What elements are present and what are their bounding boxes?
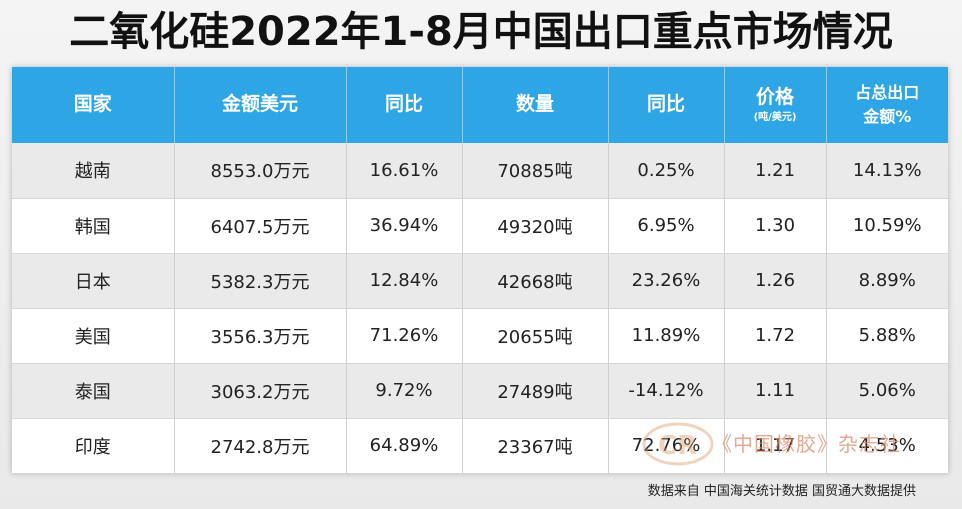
cell-quantity: 49320吨 bbox=[462, 198, 609, 254]
cell-quantity: 27489吨 bbox=[462, 363, 609, 419]
cell-amount-yoy: 12.84% bbox=[346, 253, 463, 309]
cell-country: 印度 bbox=[12, 418, 175, 474]
cell-quantity: 20655吨 bbox=[462, 308, 609, 364]
cell-country: 越南 bbox=[12, 143, 175, 199]
cell-amount-yoy: 36.94% bbox=[346, 198, 463, 254]
table-row: 越南 8553.0万元 16.61% 70885吨 0.25% 1.21 14.13% bbox=[12, 143, 948, 199]
cell-country: 泰国 bbox=[12, 363, 175, 419]
cell-share: 8.89% bbox=[826, 253, 948, 309]
header-amount: 金额美元 bbox=[174, 67, 347, 143]
cell-amount-yoy: 64.89% bbox=[346, 418, 463, 474]
data-table-container: 国家 金额美元 同比 数量 同比 价格 (吨/美元) 占总出口 金额% 越南 85… bbox=[12, 67, 948, 474]
table-body: 越南 8553.0万元 16.61% 70885吨 0.25% 1.21 14.13% 韩国 6… bbox=[12, 143, 948, 474]
cell-amount: 3556.3万元 bbox=[174, 308, 347, 364]
cell-price: 1.72 bbox=[724, 308, 827, 364]
cell-share: 5.88% bbox=[826, 308, 948, 364]
cell-price: 1.26 bbox=[724, 253, 827, 309]
cell-share: 10.59% bbox=[826, 198, 948, 254]
cell-quantity-yoy: -14.12% bbox=[608, 363, 725, 419]
cell-country: 日本 bbox=[12, 253, 175, 309]
cell-quantity: 42668吨 bbox=[462, 253, 609, 309]
source-note: 数据来自 中国海关统计数据 国贸通大数据提供 bbox=[647, 484, 916, 499]
cell-quantity: 23367吨 bbox=[462, 418, 609, 474]
cell-quantity-yoy: 72.76% bbox=[608, 418, 725, 474]
cell-amount: 2742.8万元 bbox=[174, 418, 347, 474]
table-row: 印度 2742.8万元 64.89% 23367吨 72.76% 1.17 4.53% bbox=[12, 418, 948, 474]
cell-price: 1.21 bbox=[724, 143, 827, 199]
page-title: 二氧化硅2022年1-8月中国出口重点市场情况 bbox=[69, 9, 893, 55]
header-amount-yoy: 同比 bbox=[346, 67, 463, 143]
header-price-unit: (吨/美元) bbox=[753, 111, 797, 123]
cell-price: 1.17 bbox=[724, 418, 827, 474]
export-markets-table: 国家 金额美元 同比 数量 同比 价格 (吨/美元) 占总出口 金额% 越南 85… bbox=[12, 67, 948, 474]
header-price: 价格 (吨/美元) bbox=[724, 67, 827, 143]
cell-price: 1.11 bbox=[724, 363, 827, 419]
cell-share: 5.06% bbox=[826, 363, 948, 419]
cell-quantity-yoy: 0.25% bbox=[608, 143, 725, 199]
cell-amount: 6407.5万元 bbox=[174, 198, 347, 254]
table-row: 日本 5382.3万元 12.84% 42668吨 23.26% 1.26 8.89% bbox=[12, 253, 948, 309]
cell-quantity-yoy: 11.89% bbox=[608, 308, 725, 364]
table-row: 美国 3556.3万元 71.26% 20655吨 11.89% 1.72 5.88% bbox=[12, 308, 948, 364]
header-country: 国家 bbox=[12, 67, 175, 143]
cell-share: 14.13% bbox=[826, 143, 948, 199]
cell-quantity-yoy: 6.95% bbox=[608, 198, 725, 254]
cell-amount-yoy: 71.26% bbox=[346, 308, 463, 364]
cell-amount: 8553.0万元 bbox=[174, 143, 347, 199]
cell-share: 4.53% bbox=[826, 418, 948, 474]
header-quantity-yoy: 同比 bbox=[608, 67, 725, 143]
cell-country: 韩国 bbox=[12, 198, 175, 254]
cell-amount-yoy: 9.72% bbox=[346, 363, 463, 419]
header-quantity: 数量 bbox=[462, 67, 609, 143]
table-row: 泰国 3063.2万元 9.72% 27489吨 -14.12% 1.11 5.06% bbox=[12, 363, 948, 419]
header-share: 占总出口 金额% bbox=[855, 83, 920, 126]
cell-amount: 3063.2万元 bbox=[174, 363, 347, 419]
cell-quantity: 70885吨 bbox=[462, 143, 609, 199]
cell-amount: 5382.3万元 bbox=[174, 253, 347, 309]
cell-amount-yoy: 16.61% bbox=[346, 143, 463, 199]
table-row: 韩国 6407.5万元 36.94% 49320吨 6.95% 1.30 10.59% bbox=[12, 198, 948, 254]
table-header-row: 国家 金额美元 同比 数量 同比 价格 (吨/美元) 占总出口 金额% bbox=[12, 67, 948, 143]
cell-price: 1.30 bbox=[724, 198, 827, 254]
header-share-line2: 金额% bbox=[863, 107, 912, 126]
cell-quantity-yoy: 23.26% bbox=[608, 253, 725, 309]
cell-country: 美国 bbox=[12, 308, 175, 364]
